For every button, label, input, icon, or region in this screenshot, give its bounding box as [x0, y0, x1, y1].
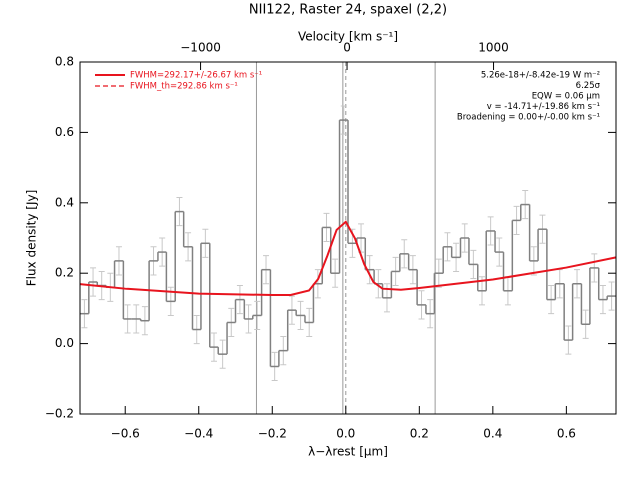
annotation: Broadening = 0.00+/-0.00 km s⁻¹ — [457, 113, 600, 123]
x2-tick-label: 0 — [343, 41, 351, 55]
y-tick-label: 0.4 — [55, 195, 74, 209]
x-tick-label: −0.2 — [258, 427, 287, 441]
x2-axis-label: Velocity [km s⁻¹] — [298, 30, 398, 44]
x-tick-label: 0.2 — [410, 427, 429, 441]
y-tick-label: 0.6 — [55, 125, 74, 139]
x2-tick-label: −1000 — [180, 41, 221, 55]
step-riser — [88, 120, 608, 367]
x-tick-label: −0.6 — [111, 427, 140, 441]
y-tick-label: −0.2 — [45, 407, 74, 421]
y-tick-label: 0.0 — [55, 336, 74, 350]
x-tick-label: 0.0 — [336, 427, 355, 441]
annotation: 6.25σ — [576, 81, 601, 91]
x-tick-label: −0.4 — [184, 427, 213, 441]
x-axis-label: λ−λrest [μm] — [308, 445, 388, 459]
y-axis-label: Flux density [Jy] — [25, 190, 39, 287]
annotation: v = -14.71+/-19.86 km s⁻¹ — [487, 102, 600, 112]
x-tick-label: 0.4 — [483, 427, 502, 441]
chart-title: NII122, Raster 24, spaxel (2,2) — [249, 3, 447, 18]
y-tick-label: 0.8 — [55, 55, 74, 69]
y-tick-label: 0.2 — [55, 266, 74, 280]
annotation: 5.26e-18+/-8.42e-19 W m⁻² — [481, 71, 600, 81]
legend-label: FWHM=292.17+/-26.67 km s⁻¹ — [130, 71, 262, 81]
legend-label: FWHM_th=292.86 km s⁻¹ — [130, 82, 238, 92]
fit-line — [79, 220, 617, 297]
plot-frame — [79, 61, 617, 415]
x2-tick-label: 1000 — [478, 41, 509, 55]
annotation: EQW = 0.06 μm — [532, 92, 600, 102]
x-tick-label: 0.6 — [557, 427, 576, 441]
